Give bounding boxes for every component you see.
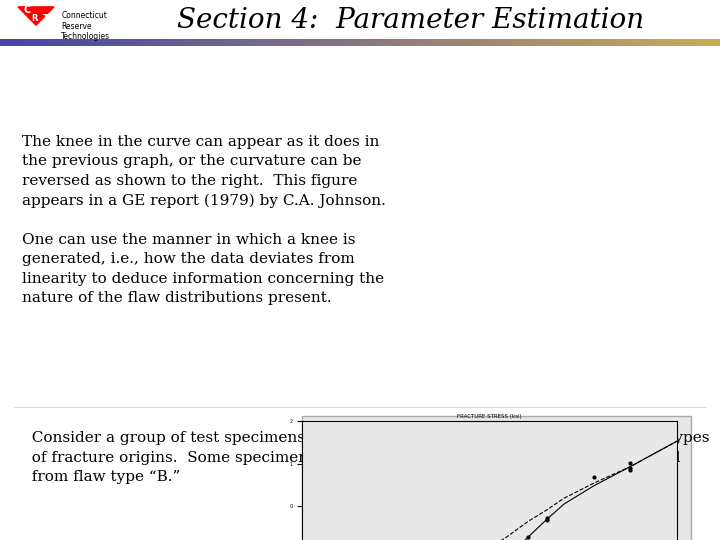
Text: R: R [31,14,37,23]
Text: Reserve: Reserve [61,22,92,31]
Text: Connecticut: Connecticut [61,11,107,21]
Title: FRACTURE STRESS (ksi): FRACTURE STRESS (ksi) [457,414,522,420]
Text: C: C [24,5,31,15]
Text: Consider a group of test specimens that when failed, have two distinctly differe: Consider a group of test specimens that … [22,431,709,484]
Text: Section 4:  Parameter Estimation: Section 4: Parameter Estimation [177,7,644,34]
FancyBboxPatch shape [302,416,691,540]
Polygon shape [18,7,54,25]
Text: Technologies: Technologies [61,32,110,40]
Text: T: T [43,14,49,23]
Text: The knee in the curve can appear as it does in
the previous graph, or the curvat: The knee in the curve can appear as it d… [22,135,385,306]
